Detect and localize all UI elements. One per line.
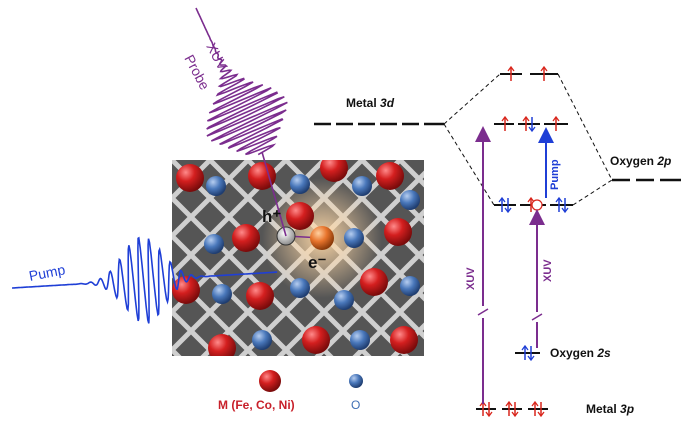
lattice-bond xyxy=(590,160,681,418)
lattice-bond xyxy=(0,160,90,418)
lattice-bond xyxy=(628,160,681,418)
lattice-atoms xyxy=(172,160,420,356)
oxygen-atom xyxy=(290,174,310,194)
xuv-probe-wave xyxy=(195,7,288,156)
energy-level-diagram xyxy=(314,65,681,418)
lattice-bond xyxy=(552,160,681,418)
lattice-bond xyxy=(0,160,52,418)
oxygen-atom xyxy=(204,234,224,254)
metal-atom xyxy=(176,164,204,192)
spin-arrowhead xyxy=(527,355,535,362)
spin-arrowhead xyxy=(528,126,536,133)
xuv-arrow-label-left: XUV xyxy=(465,267,477,290)
legend-oxygen-label: O xyxy=(351,398,361,412)
hole-label: h⁺ xyxy=(262,207,281,226)
lattice-bond xyxy=(172,160,175,164)
orbital-correlation-lines xyxy=(443,73,613,206)
oxygen-atom xyxy=(252,330,272,350)
metal-atom xyxy=(286,202,314,230)
spin-arrowhead xyxy=(540,65,548,72)
oxygen-atom xyxy=(400,276,420,296)
oxygen-atom xyxy=(290,278,310,298)
oxygen-atom xyxy=(400,190,420,210)
legend-metal-label: M (Fe, Co, Ni) xyxy=(218,398,295,412)
oxygen-atom xyxy=(350,330,370,350)
lattice-bond xyxy=(514,160,681,418)
spin-arrowhead xyxy=(521,344,529,351)
metal-atom xyxy=(320,160,348,182)
lattice-bond xyxy=(352,284,424,356)
spin-arrows xyxy=(479,65,569,418)
lattice-bond xyxy=(0,160,128,418)
axis-break-mark xyxy=(531,313,543,321)
crystal-lattice xyxy=(0,160,681,418)
metal-atom xyxy=(376,162,404,190)
xuv-transition-3p xyxy=(475,126,491,404)
lattice-bond xyxy=(476,160,681,418)
spin-arrowhead xyxy=(507,65,515,72)
spin-arrowhead xyxy=(561,207,569,214)
spin-arrowhead xyxy=(504,207,512,214)
oxygen-atom xyxy=(206,176,226,196)
xuv-probe-pulse xyxy=(195,7,288,237)
lattice-bond xyxy=(0,160,14,418)
lattice-bond xyxy=(0,160,20,418)
bonding-hole xyxy=(531,199,543,211)
oxygen-2p-label: Oxygen 2p xyxy=(610,154,672,168)
xuv-probe-label-1: XUV xyxy=(203,40,231,74)
legend-oxygen-sphere xyxy=(349,374,363,388)
pump-pulse xyxy=(12,236,278,324)
metal-atom xyxy=(208,334,236,356)
axis-break-mark xyxy=(477,308,489,316)
metal-atom xyxy=(302,326,330,354)
spin-arrowhead xyxy=(505,400,513,407)
spin-arrowhead xyxy=(531,400,539,407)
excited-metal-atom xyxy=(310,226,334,250)
lattice-bond xyxy=(0,160,96,418)
spin-arrowhead xyxy=(501,115,509,122)
oxygen-atom xyxy=(352,176,372,196)
lattice-bond xyxy=(0,160,166,418)
xuv-transition-2s xyxy=(529,209,545,348)
lattice-bond xyxy=(0,160,58,418)
spin-arrowhead xyxy=(511,411,519,418)
metal-atom xyxy=(246,282,274,310)
pump-wave xyxy=(12,236,278,324)
electron-label: e⁻ xyxy=(308,253,326,272)
spin-arrowhead xyxy=(522,115,530,122)
metal-atom xyxy=(384,218,412,246)
lattice-bond xyxy=(172,160,289,278)
xuv-probe-label-2: Probe xyxy=(181,52,213,93)
metal-atom xyxy=(232,224,260,252)
oxygen-atom xyxy=(212,284,232,304)
lattice-bond xyxy=(172,160,251,240)
metal-3p-label: Metal 3p xyxy=(586,402,635,416)
oxygen-atom xyxy=(344,228,364,248)
metal-3d-label: Metal 3d xyxy=(346,96,395,110)
metal-atom xyxy=(360,268,388,296)
legend-metal-sphere xyxy=(259,370,281,392)
spin-arrowhead xyxy=(485,411,493,418)
pump-pulse-label: Pump xyxy=(28,261,67,284)
pump-arrow-label: Pump xyxy=(549,159,561,190)
xuv-arrow-label-right: XUV xyxy=(542,259,554,282)
spin-arrowhead xyxy=(555,196,563,203)
spin-arrowhead xyxy=(527,196,535,203)
spin-arrowhead xyxy=(552,115,560,122)
metal-atom xyxy=(172,276,200,304)
metal-atom xyxy=(248,162,276,190)
xuv-probe-beam xyxy=(261,151,287,237)
spin-arrowhead xyxy=(498,196,506,203)
metal-atom xyxy=(390,326,418,354)
oxygen-2s-label: Oxygen 2s xyxy=(550,346,611,360)
oxygen-atom xyxy=(334,290,354,310)
spin-arrowhead xyxy=(537,411,545,418)
